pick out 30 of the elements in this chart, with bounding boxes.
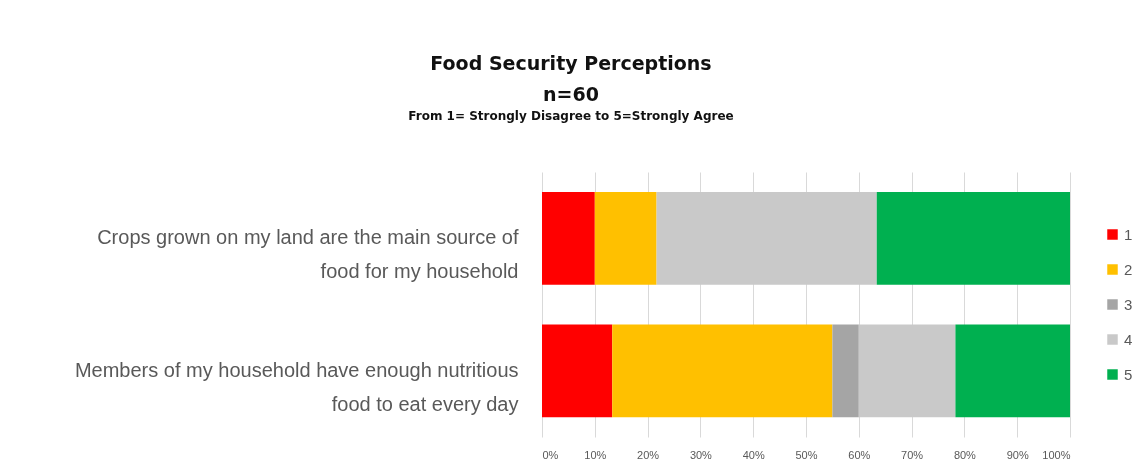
x-tick-label: 50% <box>795 448 818 461</box>
bar <box>955 324 1070 418</box>
bar <box>858 324 956 418</box>
bar <box>594 191 657 285</box>
bar <box>542 324 613 418</box>
x-tick-label: 0% <box>542 448 559 461</box>
legend-label: 1 <box>1124 225 1133 243</box>
x-tick-label: 60% <box>848 448 871 461</box>
x-tick-label: 10% <box>584 448 607 461</box>
x-tick-label: 20% <box>637 448 660 461</box>
legend-label: 2 <box>1124 260 1133 278</box>
bar <box>612 324 833 418</box>
y-tick-label: Crops grown on my land are the main source of food for my household <box>97 226 519 283</box>
legend-label: 5 <box>1124 365 1133 383</box>
x-tick-label: 100% <box>1042 448 1071 461</box>
x-tick-label: 90% <box>1006 448 1029 461</box>
bar <box>832 324 859 418</box>
bar <box>876 191 1070 285</box>
chart-subtitle: n=60 <box>543 83 599 105</box>
text: From 1= Strongly Disagree to 5=Strongly Agree <box>408 109 734 123</box>
bar <box>542 191 595 285</box>
x-tick-label: 40% <box>742 448 765 461</box>
y-tick-label: Members of my household have enough nutritious food to eat every day <box>74 358 519 415</box>
x-tick-label: 70% <box>901 448 924 461</box>
legend-label: 3 <box>1124 295 1133 313</box>
bar <box>656 191 877 285</box>
chart-title: Food Security Perceptions <box>430 52 712 74</box>
x-tick-label: 30% <box>689 448 713 461</box>
x-tick-label: 80% <box>953 448 977 461</box>
legend-label: 4 <box>1124 330 1133 348</box>
